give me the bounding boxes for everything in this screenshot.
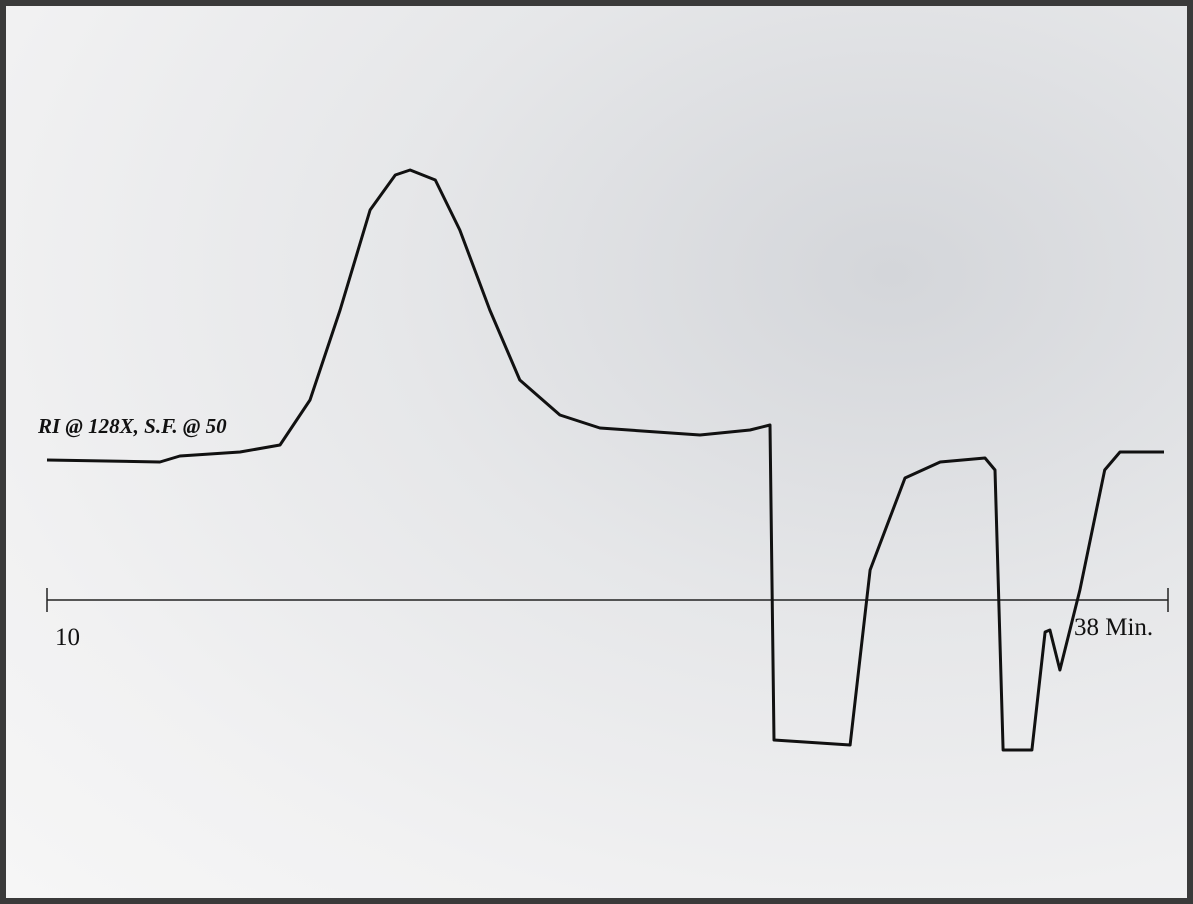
trace (46, 168, 1164, 752)
x-tick-label: 38 Min. (1074, 614, 1153, 641)
annotation: RI @ 128X, S.F. @ 50 (37, 414, 227, 438)
x-tick-label: 10 (55, 624, 80, 651)
